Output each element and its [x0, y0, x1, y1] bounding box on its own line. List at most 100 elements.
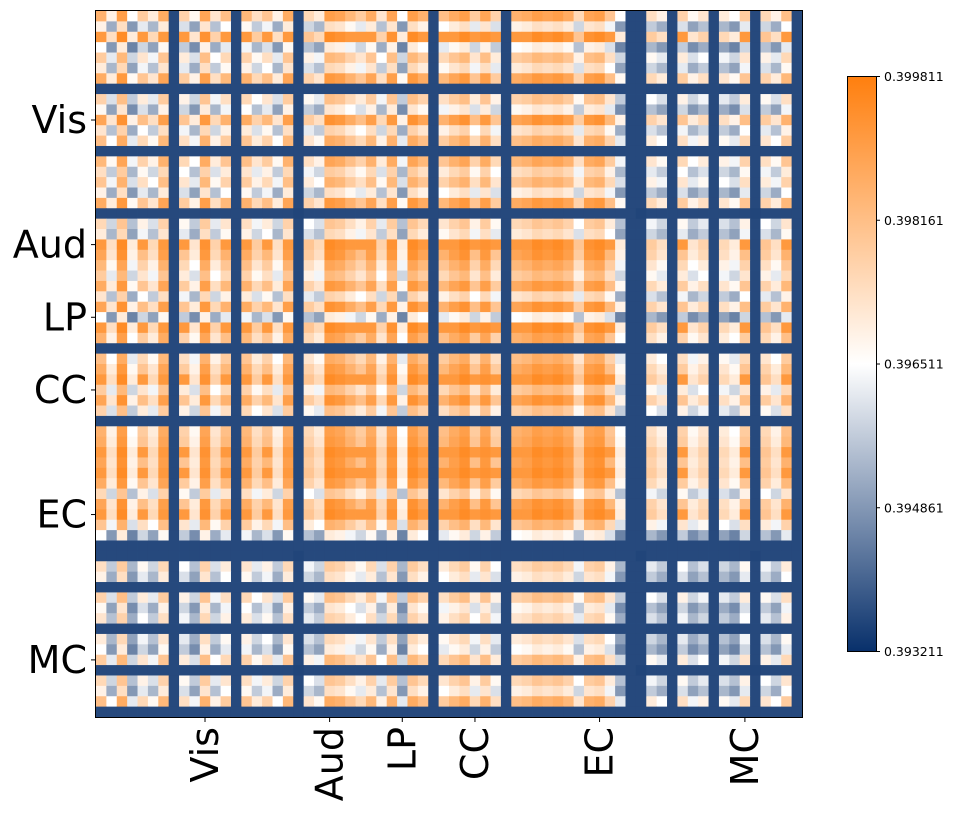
heatmap-cell [791, 654, 803, 666]
heatmap-cell [438, 457, 450, 469]
heatmap-cell [230, 685, 242, 697]
heatmap-cell [179, 312, 190, 323]
heatmap-cell [324, 291, 336, 303]
heatmap-cell [781, 187, 793, 199]
heatmap-cell [635, 145, 647, 157]
heatmap-cell [220, 415, 232, 427]
heatmap-cell [469, 312, 481, 323]
heatmap-cell [563, 384, 574, 396]
heatmap-cell [397, 301, 408, 313]
heatmap-cell [469, 73, 481, 85]
heatmap-cell [106, 665, 118, 676]
heatmap-cell [116, 395, 128, 406]
heatmap-cell [635, 395, 647, 406]
heatmap-cell [480, 166, 491, 178]
heatmap-cell [750, 249, 761, 261]
heatmap-cell [615, 405, 626, 417]
heatmap-cell [490, 332, 502, 344]
heatmap-cell [397, 384, 408, 396]
heatmap-cell [667, 83, 678, 95]
heatmap-cell [583, 540, 595, 552]
heatmap-cell [386, 312, 398, 323]
heatmap-cell [96, 291, 107, 303]
heatmap-cell [511, 11, 523, 22]
heatmap-cell [708, 301, 720, 313]
heatmap-cell [334, 447, 346, 458]
heatmap-cell [438, 561, 450, 573]
heatmap-cell [552, 62, 564, 74]
heatmap-cell [376, 312, 388, 323]
heatmap-cell [324, 665, 336, 676]
y-tick-label-cc: CC [34, 368, 87, 412]
heatmap-cell [293, 592, 305, 604]
heatmap-cell [96, 239, 107, 251]
heatmap-cell [397, 436, 408, 448]
heatmap-cell [168, 457, 180, 469]
heatmap-cell [521, 633, 533, 645]
heatmap-cell [583, 73, 595, 85]
heatmap-cell [158, 436, 170, 448]
heatmap-cell [324, 156, 336, 168]
heatmap-cell [230, 239, 242, 251]
heatmap-cell [106, 478, 118, 489]
heatmap-cell [583, 488, 595, 500]
heatmap-cell [500, 249, 512, 261]
heatmap-cell [708, 436, 720, 448]
heatmap-cell [615, 685, 626, 697]
heatmap-cell [417, 447, 429, 458]
heatmap-cell [532, 467, 543, 479]
heatmap-cell [646, 31, 658, 43]
heatmap-cell [480, 52, 491, 64]
heatmap-cell [698, 73, 709, 85]
heatmap-cell [324, 675, 336, 687]
heatmap-cell [635, 343, 647, 355]
heatmap-cell [116, 467, 128, 479]
heatmap-cell [314, 21, 325, 33]
heatmap-cell [532, 187, 543, 199]
heatmap-cell [594, 467, 606, 479]
heatmap-cell [355, 322, 367, 334]
heatmap-cell [469, 665, 481, 676]
heatmap-cell [127, 260, 138, 271]
heatmap-cell [127, 62, 138, 74]
heatmap-cell [687, 592, 699, 604]
heatmap-cell [220, 519, 232, 531]
heatmap-cell [500, 208, 512, 220]
heatmap-cell [282, 395, 294, 406]
heatmap-cell [698, 540, 709, 552]
heatmap-cell [770, 364, 782, 375]
heatmap-cell [158, 519, 170, 531]
heatmap-cell [469, 426, 481, 438]
heatmap-cell [449, 218, 460, 230]
heatmap-cell [158, 218, 170, 230]
heatmap-cell [365, 145, 377, 157]
heatmap-cell [667, 613, 678, 624]
heatmap-cell [168, 374, 180, 386]
heatmap-cell [480, 415, 491, 427]
heatmap-cell [677, 696, 689, 708]
heatmap-cell [345, 395, 356, 406]
heatmap-cell [324, 270, 336, 282]
heatmap-cell [469, 395, 481, 406]
heatmap-cell [698, 384, 709, 396]
heatmap-cell [106, 675, 118, 687]
heatmap-cell [220, 509, 232, 521]
heatmap-cell [760, 197, 772, 209]
heatmap-cell [563, 415, 574, 427]
heatmap-cell [272, 685, 284, 697]
heatmap-cell [656, 166, 668, 178]
heatmap-cell [210, 343, 221, 355]
heatmap-cell [490, 62, 502, 74]
heatmap-cell [210, 177, 221, 188]
heatmap-cell [573, 374, 585, 386]
heatmap-cell [542, 270, 554, 282]
heatmap-cell [230, 270, 242, 282]
heatmap-cell [397, 145, 408, 157]
heatmap-cell [262, 239, 273, 251]
heatmap-cell [376, 280, 388, 292]
heatmap-cell [210, 94, 221, 105]
heatmap-cell [646, 52, 658, 64]
heatmap-cell [750, 571, 761, 583]
heatmap-cell [500, 613, 512, 624]
heatmap-cell [303, 83, 315, 95]
